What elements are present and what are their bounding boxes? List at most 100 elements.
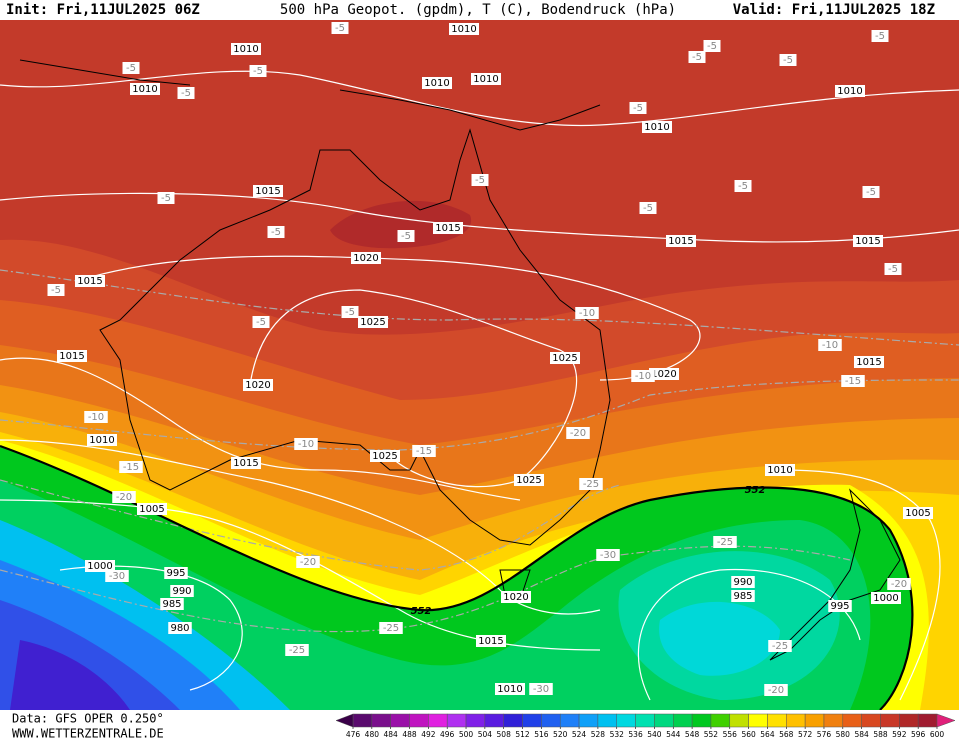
temperature-label: -20 <box>116 492 132 503</box>
pressure-label-box <box>731 576 755 588</box>
temperature-label: -5 <box>738 181 748 192</box>
colorbar-tick-label: 576 <box>817 730 832 739</box>
pressure-label-box <box>449 23 479 35</box>
temperature-label: -5 <box>253 66 263 77</box>
temperature-label: -5 <box>271 227 281 238</box>
website: WWW.WETTERZENTRALE.DE <box>12 727 164 741</box>
colorbar-tick-label: 548 <box>685 730 700 739</box>
colorbar-cell <box>446 713 467 728</box>
temperature-label: -10 <box>635 371 651 382</box>
pressure-label-box <box>422 77 452 89</box>
temperature-label: -10 <box>579 308 595 319</box>
temperature-label-box <box>629 102 647 114</box>
temperature-label-box <box>818 339 842 351</box>
temperature-label: -25 <box>583 479 599 490</box>
pressure-label-box <box>471 73 501 85</box>
geopotential-label: 552 <box>411 606 432 617</box>
pressure-label: 1020 <box>651 369 676 380</box>
pressure-label: 1010 <box>644 122 669 133</box>
temperature-label: -5 <box>345 307 355 318</box>
pressure-label: 1015 <box>233 458 258 469</box>
temperature-label: -25 <box>717 537 733 548</box>
pressure-label: 1010 <box>767 465 792 476</box>
colorbar-arrow-low <box>335 713 354 728</box>
colorbar-tick-label: 568 <box>779 730 794 739</box>
pressure-label-box <box>231 43 261 55</box>
temperature-label-box <box>529 683 553 695</box>
init-time: Init: Fri,11JUL2025 06Z <box>6 2 200 18</box>
pressure-label: 1010 <box>837 86 862 97</box>
pressure-label: 1015 <box>668 236 693 247</box>
temperature-label: -25 <box>289 645 305 656</box>
temperature-label: -20 <box>300 557 316 568</box>
temperature-label-box <box>566 427 590 439</box>
colorbar-arrow-high <box>936 713 956 728</box>
pressure-label: 990 <box>733 577 752 588</box>
temperature-label: -10 <box>822 340 838 351</box>
pressure-label-box <box>871 592 901 604</box>
colorbar-tick-label: 496 <box>440 730 455 739</box>
colorbar-tick-label: 580 <box>836 730 851 739</box>
pressure-label: 980 <box>170 623 189 634</box>
pressure-label: 1015 <box>59 351 84 362</box>
temperature-label: -20 <box>570 428 586 439</box>
pressure-label-box <box>370 450 400 462</box>
pressure-label: 1010 <box>132 84 157 95</box>
contour-552 <box>0 444 914 711</box>
temperature-label: -5 <box>335 23 345 34</box>
pressure-label-box <box>57 350 87 362</box>
pressure-label-box <box>731 590 755 602</box>
pressure-label-box <box>351 252 381 264</box>
pressure-label-box <box>828 600 852 612</box>
temperature-label-box <box>639 202 657 214</box>
pressure-label: 1015 <box>855 236 880 247</box>
temperature-label: -30 <box>533 684 549 695</box>
colorbar-cell <box>786 713 806 728</box>
temperature-label-box <box>267 226 285 238</box>
colorbar-cell <box>428 713 448 728</box>
colorbar-cell <box>729 713 749 728</box>
colorbar-cell <box>917 713 938 728</box>
geopotential-label: 552 <box>745 485 766 496</box>
temperature-label-box <box>285 644 309 656</box>
colorbar-cell <box>880 713 900 728</box>
pressure-label: 1000 <box>873 593 898 604</box>
temperature-label-box <box>47 284 65 296</box>
colorbar-tick-label: 556 <box>723 730 738 739</box>
pressure-label-box <box>649 368 679 380</box>
temperature-label-box <box>596 549 620 561</box>
temperature-label: -15 <box>845 376 861 387</box>
temperature-label: -5 <box>643 203 653 214</box>
pressure-label-box <box>666 235 696 247</box>
colorbar-tick-label: 540 <box>647 730 662 739</box>
pressure-label-box <box>765 464 795 476</box>
data-source: Data: GFS OPER 0.250° <box>12 712 164 726</box>
pressure-label-box <box>85 560 115 572</box>
pressure-label-box <box>164 567 188 579</box>
pressure-label: 985 <box>733 591 752 602</box>
temperature-label: -10 <box>298 439 314 450</box>
temperature-label-box <box>105 570 129 582</box>
temperature-label-box <box>397 230 415 242</box>
temperature-label-box <box>734 180 752 192</box>
colorbar-cell <box>597 713 617 728</box>
pressure-label: 1020 <box>503 592 528 603</box>
colorbar-cell <box>899 713 919 728</box>
temperature-label-box <box>779 54 797 66</box>
pressure-label: 995 <box>166 568 185 579</box>
pressure-label: 1010 <box>424 78 449 89</box>
colorbar-tick-label: 536 <box>628 730 643 739</box>
temperature-label-box <box>575 307 599 319</box>
colorbar-cell <box>465 713 486 728</box>
pressure-label: 1005 <box>905 508 930 519</box>
colorbar-cell <box>578 713 599 728</box>
temperature-label-box <box>887 578 911 590</box>
colorbar-cell <box>767 713 787 728</box>
temperature-label-box <box>122 62 140 74</box>
pressure-label-box <box>231 457 261 469</box>
pressure-label: 1010 <box>473 74 498 85</box>
colorbar: 476 480 484 488 492 496 500 504 508 512 516 520 524 5… <box>335 713 956 739</box>
colorbar-cell <box>409 713 429 728</box>
